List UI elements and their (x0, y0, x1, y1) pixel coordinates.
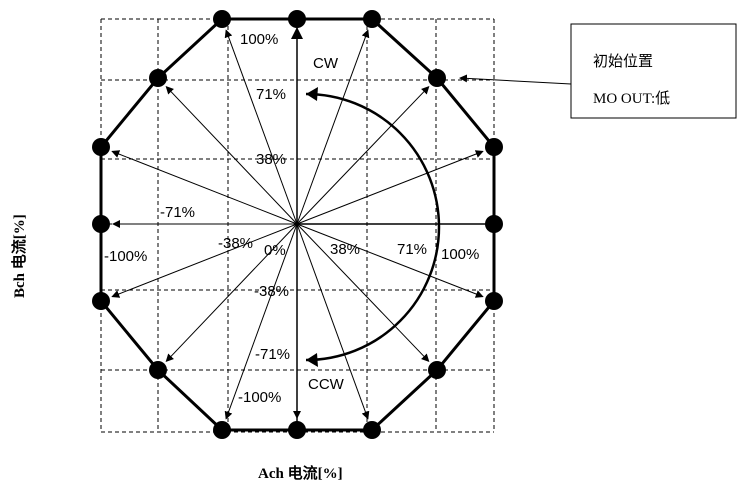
ccw-arrowhead (306, 353, 318, 367)
label-right-38: 38% (330, 241, 360, 258)
step-dot-10 (213, 421, 231, 439)
vector-arrow-11 (165, 223, 298, 363)
label-bottom-100: -100% (238, 389, 281, 406)
label-left-38: -38% (218, 235, 253, 252)
label-right-71: 71% (397, 241, 427, 258)
initial-position-callout: 初始位置 MO OUT:低 (459, 23, 737, 119)
label-cw: CW (313, 55, 339, 72)
step-dot-15 (149, 69, 167, 87)
label-zero: 0% (264, 242, 286, 259)
callout-line-2: MO OUT:低 (593, 90, 670, 107)
y-axis-title: Bch 电流[%] (10, 214, 28, 298)
step-dot-3 (428, 69, 446, 87)
step-dot-2 (363, 10, 381, 28)
step-dot-11 (149, 361, 167, 379)
vector-arrow-2 (296, 29, 370, 225)
step-dot-4 (485, 138, 503, 156)
callout-box (570, 23, 737, 119)
step-dot-14 (92, 138, 110, 156)
vector-arrow-4 (296, 150, 484, 225)
x-axis-title: Ach 电流[%] (258, 464, 343, 482)
callout-pointer (459, 74, 572, 85)
cw-arrowhead (306, 87, 318, 101)
step-position-dots (92, 10, 503, 439)
vector-arrow-3 (296, 85, 430, 225)
callout-line-1: 初始位置 (593, 53, 653, 70)
vector-arrow-0 (224, 29, 298, 225)
step-dot-6 (485, 292, 503, 310)
label-top-38: 38% (256, 151, 286, 168)
vector-arrow-15 (165, 85, 298, 225)
current-vector-arrows (111, 29, 484, 420)
step-dot-1 (288, 10, 306, 28)
rotation-arc (305, 92, 441, 362)
step-dot-8 (363, 421, 381, 439)
label-bottom-71: -71% (255, 346, 290, 363)
label-top-100: 100% (240, 31, 278, 48)
vector-arrow-12 (111, 223, 298, 298)
label-left-71: -71% (160, 204, 195, 221)
label-right-100: 100% (441, 246, 479, 263)
vector-arrow-8 (296, 223, 370, 420)
label-bottom-38: -38% (254, 283, 289, 300)
vector-arrow-7 (296, 223, 430, 363)
vector-arrow-10 (224, 223, 298, 420)
step-dot-13 (92, 215, 110, 233)
vector-arrow-14 (111, 150, 298, 225)
step-dot-7 (428, 361, 446, 379)
vector-arrow-6 (296, 223, 484, 298)
label-left-100: -100% (104, 248, 147, 265)
step-dot-12 (92, 292, 110, 310)
step-dot-0 (213, 10, 231, 28)
label-top-71: 71% (256, 86, 286, 103)
label-ccw: CCW (308, 376, 345, 393)
